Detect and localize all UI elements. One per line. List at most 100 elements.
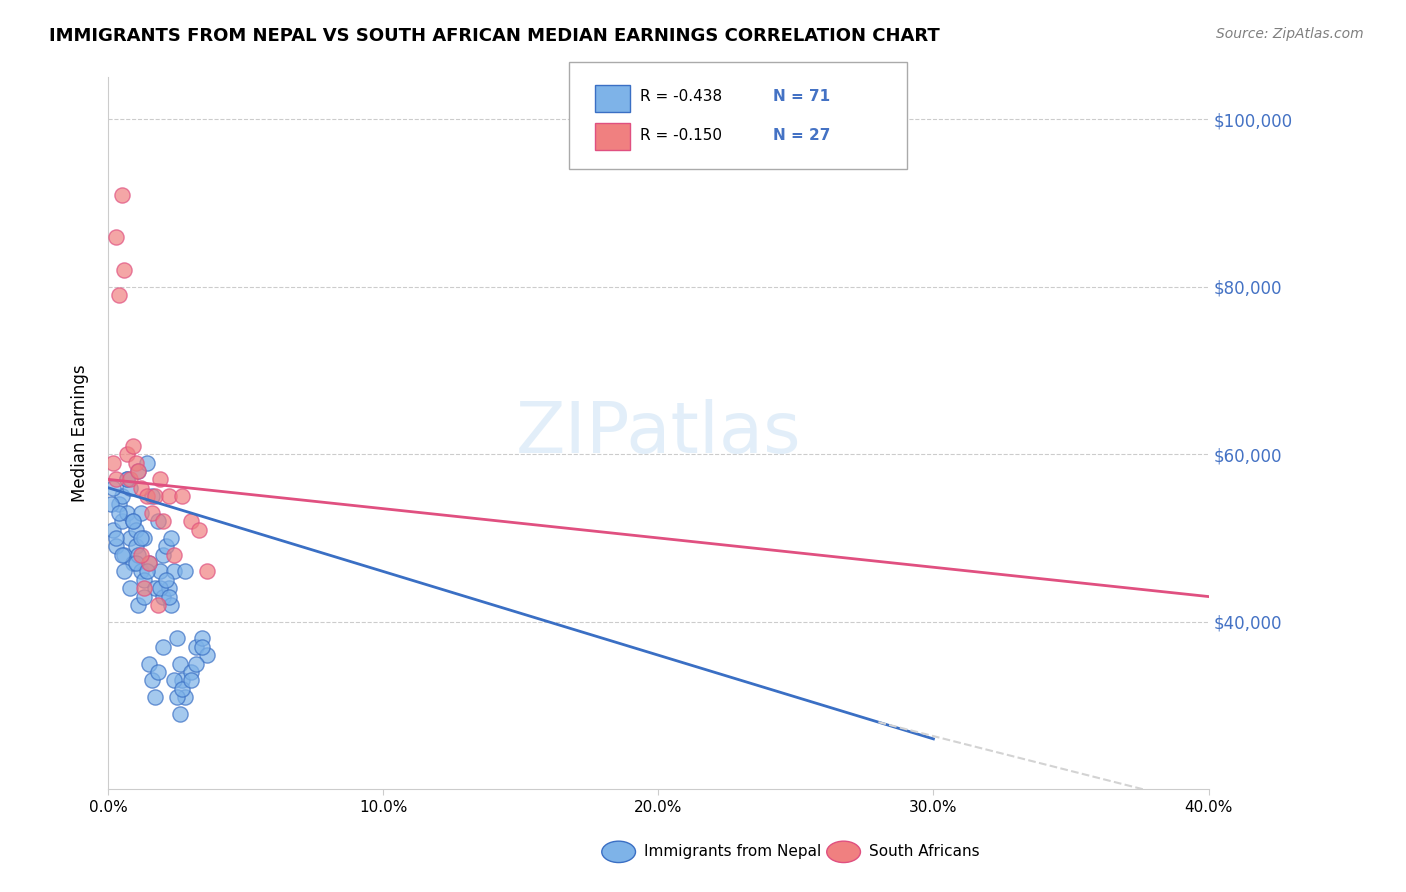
Point: [195, 565, 218, 579]
Point: [152, 514, 174, 528]
Text: IMMIGRANTS FROM NEPAL VS SOUTH AFRICAN MEDIAN EARNINGS CORRELATION CHART: IMMIGRANTS FROM NEPAL VS SOUTH AFRICAN M…: [49, 27, 941, 45]
Point: [163, 673, 186, 688]
Point: [117, 472, 139, 486]
Point: [127, 464, 149, 478]
Point: [180, 673, 202, 688]
Point: [111, 548, 134, 562]
Point: [138, 657, 160, 671]
Text: N = 71: N = 71: [773, 89, 831, 103]
Point: [146, 598, 169, 612]
Point: [111, 489, 134, 503]
Point: [169, 657, 191, 671]
Text: Source: ZipAtlas.com: Source: ZipAtlas.com: [1216, 27, 1364, 41]
Point: [111, 187, 134, 202]
Point: [174, 690, 197, 704]
Point: [187, 523, 209, 537]
Point: [172, 489, 194, 503]
Point: [105, 531, 128, 545]
Point: [103, 481, 125, 495]
Point: [132, 573, 155, 587]
Point: [108, 498, 131, 512]
Point: [108, 506, 131, 520]
Point: [135, 456, 157, 470]
Point: [114, 565, 136, 579]
Point: [157, 581, 180, 595]
Point: [160, 598, 183, 612]
Point: [149, 565, 172, 579]
Point: [118, 481, 141, 495]
Point: [124, 539, 146, 553]
Point: [155, 539, 177, 553]
Point: [184, 640, 207, 654]
Point: [138, 556, 160, 570]
Point: [172, 681, 194, 696]
Point: [166, 690, 188, 704]
Point: [103, 456, 125, 470]
Text: ZIPatlas: ZIPatlas: [516, 399, 801, 467]
Point: [169, 706, 191, 721]
Point: [121, 514, 143, 528]
Point: [155, 573, 177, 587]
Point: [105, 472, 128, 486]
Text: N = 27: N = 27: [773, 128, 831, 143]
Text: R = -0.150: R = -0.150: [640, 128, 721, 143]
Point: [132, 581, 155, 595]
Point: [111, 514, 134, 528]
Point: [172, 673, 194, 688]
Point: [132, 590, 155, 604]
Point: [141, 673, 163, 688]
Point: [103, 523, 125, 537]
Point: [118, 531, 141, 545]
Point: [121, 514, 143, 528]
Point: [146, 665, 169, 679]
Point: [129, 506, 152, 520]
Point: [129, 548, 152, 562]
Point: [166, 632, 188, 646]
Point: [124, 456, 146, 470]
Point: [143, 581, 166, 595]
Point: [195, 648, 218, 663]
Point: [127, 464, 149, 478]
Point: [152, 590, 174, 604]
Point: [129, 565, 152, 579]
Point: [157, 590, 180, 604]
Point: [143, 690, 166, 704]
Point: [135, 565, 157, 579]
Point: [163, 548, 186, 562]
Point: [105, 229, 128, 244]
Text: Immigrants from Nepal: Immigrants from Nepal: [644, 845, 821, 859]
Point: [121, 556, 143, 570]
Point: [180, 665, 202, 679]
Point: [132, 531, 155, 545]
Point: [152, 640, 174, 654]
Point: [121, 439, 143, 453]
Point: [124, 556, 146, 570]
Point: [118, 472, 141, 486]
Point: [117, 506, 139, 520]
Point: [135, 489, 157, 503]
Point: [114, 263, 136, 277]
Point: [117, 447, 139, 461]
Point: [184, 657, 207, 671]
Point: [105, 539, 128, 553]
Point: [157, 489, 180, 503]
Point: [190, 640, 212, 654]
Point: [141, 489, 163, 503]
Point: [149, 581, 172, 595]
Point: [152, 548, 174, 562]
Point: [114, 548, 136, 562]
Text: South Africans: South Africans: [869, 845, 980, 859]
Point: [180, 514, 202, 528]
Point: [117, 472, 139, 486]
Point: [124, 523, 146, 537]
Point: [118, 581, 141, 595]
Point: [160, 531, 183, 545]
Point: [174, 565, 197, 579]
Text: R = -0.438: R = -0.438: [640, 89, 721, 103]
Point: [141, 506, 163, 520]
Point: [138, 556, 160, 570]
Point: [190, 632, 212, 646]
Point: [127, 548, 149, 562]
Point: [100, 498, 122, 512]
Point: [143, 489, 166, 503]
